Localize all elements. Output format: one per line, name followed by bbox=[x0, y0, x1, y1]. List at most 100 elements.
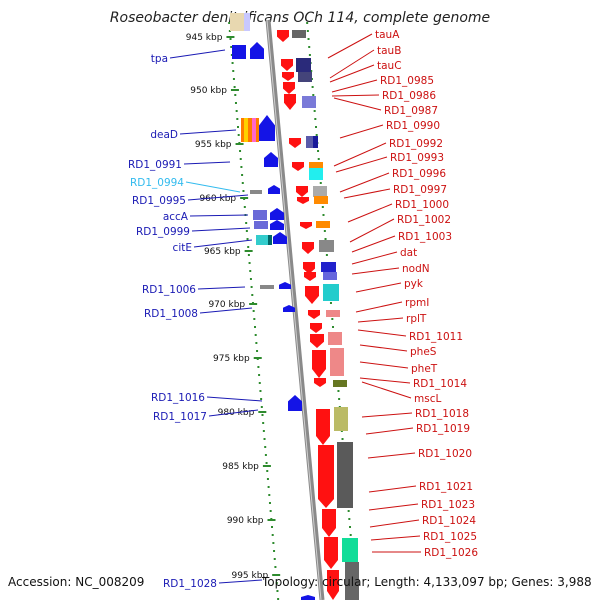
ring-dot-left bbox=[235, 110, 238, 112]
gene-arrow-forward bbox=[310, 334, 324, 348]
ring-dot-right bbox=[337, 390, 340, 392]
gene-feature-block bbox=[260, 285, 274, 289]
gene-label-left: citE bbox=[173, 242, 192, 254]
ring-dot-right bbox=[317, 150, 320, 152]
leader-line-right bbox=[331, 79, 378, 93]
gene-label-left: RD1_1006 bbox=[142, 284, 196, 296]
leader-line-right bbox=[368, 503, 419, 511]
ring-dot-left bbox=[260, 406, 263, 408]
ring-dot-left bbox=[240, 166, 243, 168]
gene-label-right: RD1_0993 bbox=[390, 152, 444, 164]
gene-feature-block bbox=[292, 30, 306, 38]
ring-dot-right bbox=[310, 70, 313, 72]
gene-label-right: RD1_1014 bbox=[413, 378, 467, 390]
leader-line-right bbox=[351, 235, 396, 253]
ring-dot-left bbox=[229, 38, 232, 40]
ring-dot-left bbox=[237, 126, 240, 128]
gene-feature-block bbox=[334, 407, 348, 431]
leader-line-right bbox=[359, 344, 408, 352]
ring-dot-left bbox=[259, 390, 262, 392]
ring-dot-left bbox=[245, 230, 248, 232]
gene-feature-block bbox=[321, 262, 336, 272]
ring-dot-left bbox=[234, 94, 237, 96]
gene-arrow-forward bbox=[300, 222, 312, 229]
ring-dot-right bbox=[308, 46, 311, 48]
leader-line-right bbox=[347, 203, 393, 223]
ring-dot-left bbox=[272, 542, 275, 544]
ring-dot-right bbox=[341, 438, 344, 440]
gene-feature-block bbox=[345, 562, 359, 600]
scale-label: 950 kbp bbox=[190, 86, 227, 96]
gene-label-right: tauB bbox=[377, 45, 401, 57]
gene-label-left: deaD bbox=[150, 129, 178, 141]
gene-feature-block bbox=[232, 45, 246, 59]
gene-feature-block bbox=[333, 380, 347, 387]
gene-label-right: pheT bbox=[411, 363, 438, 375]
gene-arrow-forward bbox=[308, 310, 320, 319]
leader-line-left bbox=[191, 227, 251, 232]
gene-arrow-reverse bbox=[264, 152, 278, 167]
ring-dot-left bbox=[273, 558, 276, 560]
ring-dot-left bbox=[239, 158, 242, 160]
scale-label: 965 kbp bbox=[204, 247, 241, 257]
ring-dot-right bbox=[315, 134, 318, 136]
ring-dot-right bbox=[312, 94, 315, 96]
gene-feature-block bbox=[342, 538, 358, 562]
scale-label: 945 kbp bbox=[186, 33, 223, 43]
gene-feature-block bbox=[326, 310, 340, 317]
gene-arrow-reverse bbox=[273, 232, 287, 244]
ring-dot-left bbox=[249, 270, 252, 272]
gene-label-right: RD1_0992 bbox=[389, 138, 443, 150]
ring-dot-left bbox=[236, 118, 239, 120]
gene-arrow-reverse bbox=[279, 282, 291, 289]
leader-line-left bbox=[208, 409, 259, 417]
leader-line-left bbox=[193, 239, 253, 248]
leader-line-left bbox=[218, 579, 263, 584]
ring-dot-left bbox=[252, 310, 255, 312]
gene-arrow-reverse bbox=[270, 220, 284, 230]
ring-dot-right bbox=[331, 318, 334, 320]
gene-label-right: RD1_1025 bbox=[423, 531, 477, 543]
gene-label-right: RD1_1003 bbox=[398, 231, 452, 243]
gene-feature-block bbox=[268, 235, 272, 245]
ring-dot-left bbox=[242, 190, 245, 192]
gene-arrow-forward bbox=[284, 94, 296, 110]
ring-dot-left bbox=[232, 78, 235, 80]
ring-dot-right bbox=[306, 30, 309, 32]
ring-dot-left bbox=[261, 414, 264, 416]
ring-dot-left bbox=[243, 206, 246, 208]
gene-label-right: RD1_1024 bbox=[422, 515, 476, 527]
scale-label: 995 kbp bbox=[231, 571, 268, 581]
ring-dot-left bbox=[241, 174, 244, 176]
gene-arrow-forward bbox=[277, 30, 289, 42]
gene-label-right: nodN bbox=[402, 263, 430, 275]
ring-dot-right bbox=[315, 126, 318, 128]
leader-line-right bbox=[359, 377, 411, 384]
gene-feature-block bbox=[319, 240, 334, 252]
ring-dot-left bbox=[262, 430, 265, 432]
ring-dot-left bbox=[273, 550, 276, 552]
gene-label-left: RD1_1016 bbox=[151, 392, 205, 404]
gene-label-left: RD1_1028 bbox=[163, 578, 217, 590]
gene-feature-block bbox=[314, 196, 328, 204]
gene-feature-block bbox=[323, 284, 339, 301]
gene-feature-block bbox=[256, 235, 268, 245]
gene-label-right: pyk bbox=[404, 278, 424, 290]
ring-dot-right bbox=[308, 54, 311, 56]
ring-dot-right bbox=[307, 38, 310, 40]
gene-arrow-forward bbox=[316, 409, 330, 445]
gene-label-right: RD1_0990 bbox=[386, 120, 440, 132]
scale-label: 955 kbp bbox=[195, 140, 232, 150]
gene-label-right: RD1_1026 bbox=[424, 547, 478, 559]
ring-dot-left bbox=[260, 398, 263, 400]
gene-label-left: RD1_0994 bbox=[130, 177, 184, 189]
gene-feature-block bbox=[253, 210, 267, 220]
gene-arrow-forward bbox=[327, 570, 339, 600]
ring-dot-left bbox=[253, 318, 256, 320]
leader-line-left bbox=[169, 49, 226, 59]
ring-dot-right bbox=[332, 326, 335, 328]
ring-dot-left bbox=[265, 462, 268, 464]
leader-line-right bbox=[351, 267, 400, 275]
ring-dot-left bbox=[251, 294, 254, 296]
